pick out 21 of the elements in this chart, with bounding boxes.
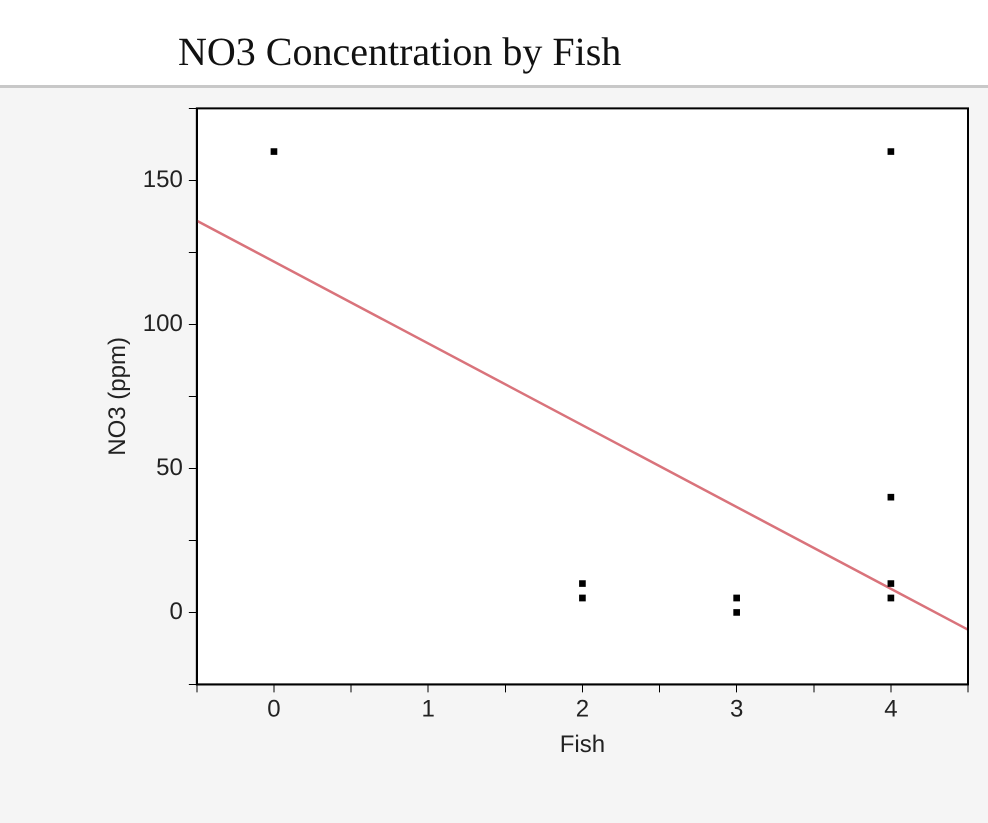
point: [888, 148, 894, 155]
point: [733, 609, 740, 616]
x-tick-label: 2: [576, 695, 590, 722]
point: [733, 594, 740, 602]
x-axis-title: Fish: [560, 731, 606, 758]
y-tick-label: 150: [142, 166, 183, 194]
y-tick-label: 50: [156, 454, 183, 482]
x-tick-label: 3: [730, 695, 744, 722]
chart-title: NO3 Concentration by Fish: [0, 0, 988, 88]
point: [579, 580, 586, 587]
point: [888, 580, 894, 587]
point: [579, 594, 586, 602]
y-axis-title: NO3 (ppm): [104, 337, 132, 456]
point: [270, 148, 278, 155]
y-tick-label: 0: [169, 598, 183, 626]
x-tick-label: 0: [267, 695, 281, 722]
x-tick-label: 4: [884, 695, 898, 722]
y-tick-label: 100: [142, 310, 183, 338]
x-tick-label: 1: [422, 695, 435, 722]
point: [888, 594, 894, 602]
point: [888, 494, 894, 501]
